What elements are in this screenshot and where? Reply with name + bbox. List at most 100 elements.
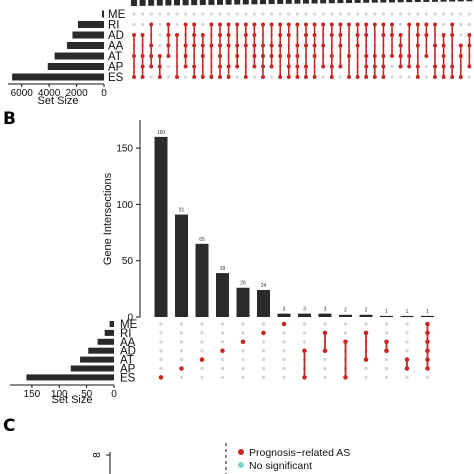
matrix-dot-active — [441, 43, 446, 48]
y-tick-label: 100 — [116, 200, 133, 211]
matrix-dot-inactive — [179, 357, 184, 362]
matrix-dot-active — [286, 75, 291, 79]
matrix-dot-inactive — [390, 64, 394, 69]
matrix-dot-active — [157, 64, 162, 69]
panel-b-label: B — [3, 109, 16, 129]
matrix-dot-active — [261, 22, 265, 27]
set-label-aa: AA — [108, 41, 124, 53]
intersection-bar-top — [303, 0, 309, 4]
matrix-dot-active — [355, 22, 360, 27]
matrix-dot-active — [157, 75, 162, 79]
matrix-dot-active — [407, 54, 412, 58]
set-label-at: AT — [108, 51, 122, 63]
matrix-dot-active — [218, 43, 222, 48]
matrix-dot-active — [372, 22, 377, 27]
intersection-bar — [298, 313, 311, 317]
intersection-bar-top — [363, 0, 370, 3]
matrix-dot-active — [192, 75, 197, 79]
matrix-dot-active — [407, 64, 412, 69]
set-label-ap: AP — [108, 62, 124, 74]
matrix-dot-active — [425, 348, 430, 354]
matrix-dot-inactive — [323, 322, 327, 326]
matrix-dot-active — [235, 64, 240, 69]
matrix-dot-active — [312, 54, 317, 58]
matrix-dot-active — [425, 366, 430, 371]
set-size-tick-label: 2000 — [65, 88, 88, 99]
intersection-bar-top — [346, 0, 352, 3]
matrix-dot-inactive — [159, 349, 163, 353]
matrix-dot-active — [458, 43, 463, 48]
intersection-bar-top — [174, 0, 180, 6]
matrix-dot-active — [329, 75, 334, 79]
matrix-dot-inactive — [364, 322, 368, 326]
matrix-dot-inactive — [252, 75, 256, 79]
matrix-dot-active — [398, 64, 403, 69]
set-label-es: ES — [120, 372, 136, 384]
matrix-dot-inactive — [282, 375, 286, 380]
matrix-dot-inactive — [220, 340, 225, 344]
bar-value-label: 2 — [344, 308, 347, 314]
matrix-dot-active — [278, 33, 283, 37]
matrix-dot-inactive — [241, 349, 245, 353]
matrix-dot-active — [269, 43, 274, 48]
matrix-dot-active — [338, 22, 343, 27]
matrix-dot-inactive — [424, 12, 428, 16]
matrix-dot-inactive — [459, 22, 463, 27]
matrix-dot-inactive — [200, 322, 204, 326]
set-size-tick-label: 100 — [51, 389, 68, 400]
matrix-dot-active — [243, 75, 248, 79]
matrix-dot-active — [415, 22, 420, 27]
intersection-bar-top — [328, 0, 335, 4]
matrix-dot-inactive — [399, 12, 403, 16]
matrix-dot-inactive — [323, 375, 327, 380]
matrix-dot-inactive — [141, 12, 145, 16]
matrix-dot-active — [295, 43, 300, 48]
matrix-dot-active — [450, 75, 455, 79]
matrix-dot-active — [425, 339, 430, 345]
matrix-dot-active — [175, 75, 179, 79]
matrix-dot-inactive — [384, 331, 389, 335]
matrix-dot-inactive — [442, 12, 446, 16]
matrix-dot-active — [149, 54, 154, 58]
matrix-dot-inactive — [399, 75, 403, 79]
set-size-bar-at — [80, 356, 114, 363]
matrix-dot-active — [425, 321, 430, 327]
matrix-dot-inactive — [407, 12, 411, 16]
matrix-dot-inactive — [166, 75, 170, 79]
bar-value-label: 160 — [157, 130, 166, 136]
matrix-dot-active — [132, 33, 136, 37]
matrix-dot-active — [278, 22, 283, 27]
set-size-bars-a — [12, 10, 104, 81]
y-tick-label: 150 — [116, 144, 133, 155]
matrix-dot-active — [183, 64, 188, 69]
matrix-dot-active — [458, 75, 463, 79]
matrix-dot-active — [286, 33, 291, 37]
matrix-dot-active — [304, 33, 308, 37]
bar-value-label: 2 — [365, 308, 368, 314]
matrix-dot-inactive — [200, 366, 204, 371]
bar-value-label: 1 — [385, 309, 388, 315]
matrix-dot-active — [261, 54, 265, 58]
matrix-dot-inactive — [467, 12, 471, 16]
bar-value-label: 3 — [303, 307, 306, 313]
matrix-dot-active — [281, 321, 287, 327]
matrix-dot-active — [235, 22, 240, 27]
matrix-dot-inactive — [364, 12, 368, 16]
matrix-dot-inactive — [384, 375, 389, 380]
set-size-label: Set Size — [52, 394, 93, 406]
matrix-dot-active — [304, 64, 308, 69]
matrix-dot-active — [166, 54, 171, 58]
matrix-dot-inactive — [390, 75, 394, 79]
legend-swatch-prognosis — [238, 449, 244, 455]
legend-label-no-significant: No significant — [249, 460, 312, 472]
matrix-dot-inactive — [282, 357, 286, 362]
matrix-dot-inactive — [302, 322, 307, 326]
matrix-dot-active — [140, 33, 145, 37]
matrix-dot-inactive — [227, 12, 231, 16]
matrix-dot-inactive — [184, 12, 188, 16]
matrix-dot-active — [226, 64, 231, 69]
bar-value-label: 3 — [283, 307, 286, 313]
set-label-ri: RI — [120, 328, 132, 340]
intersection-bar-top — [260, 0, 266, 5]
